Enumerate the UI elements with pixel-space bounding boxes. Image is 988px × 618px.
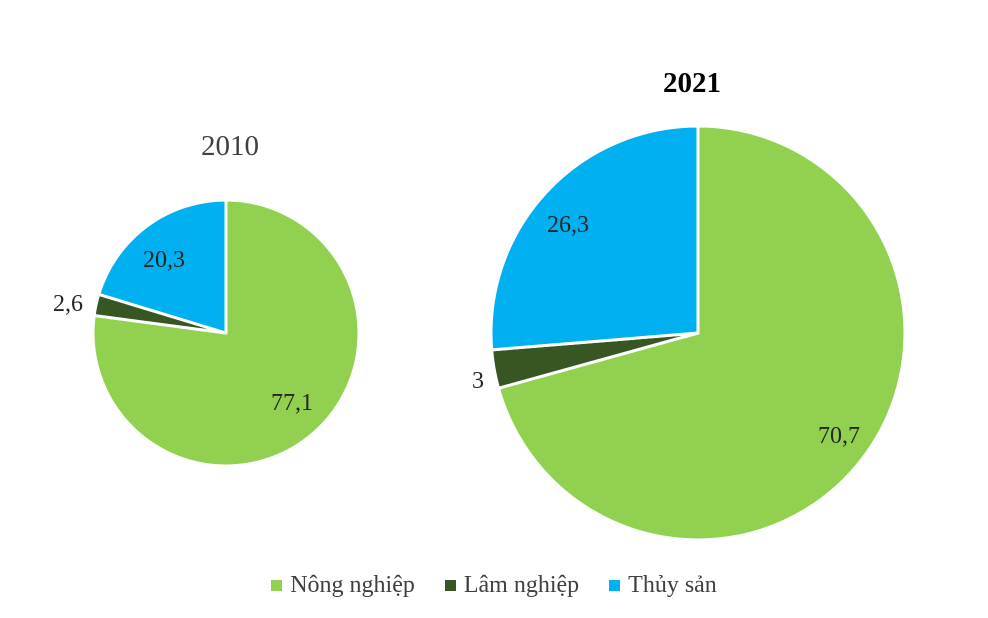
pie-title-2010: 2010 [201,130,259,162]
pie-charts: 2010 2021 77,1 2,6 20,3 70,7 3 26,3 [53,67,907,542]
pie-2010 [91,198,361,468]
legend-swatch-nong-nghiep [271,580,283,591]
legend-swatch-thuy-san [609,580,621,591]
label-2010-lam-nghiep: 2,6 [53,291,83,317]
label-2010-nong-nghiep: 77,1 [271,390,313,416]
label-2010-thuy-san: 20,3 [143,247,185,273]
legend-label-thuy-san: Thủy sản [628,572,717,598]
slice-2010-thuy-san [97,198,228,335]
legend-swatch-lam-nghiep [444,580,456,591]
legend-item-lam-nghiep: Lâm nghiệp [444,572,580,599]
label-2021-thuy-san: 26,3 [547,212,589,238]
slice-2021-thuy-san [489,124,700,352]
legend-item-nong-nghiep: Nông nghiệp [271,572,415,599]
pie-title-2021: 2021 [663,67,721,99]
legend-item-thuy-san: Thủy sản [609,572,717,599]
pie-2021 [489,124,907,542]
legend: Nông nghiệp Lâm nghiệp Thủy sản [0,572,988,599]
legend-label-nong-nghiep: Nông nghiệp [290,572,415,598]
legend-label-lam-nghiep: Lâm nghiệp [463,572,580,598]
label-2021-lam-nghiep: 3 [472,368,484,394]
slice-2021-nong-nghiep [497,124,907,542]
label-2021-nong-nghiep: 70,7 [818,423,860,449]
